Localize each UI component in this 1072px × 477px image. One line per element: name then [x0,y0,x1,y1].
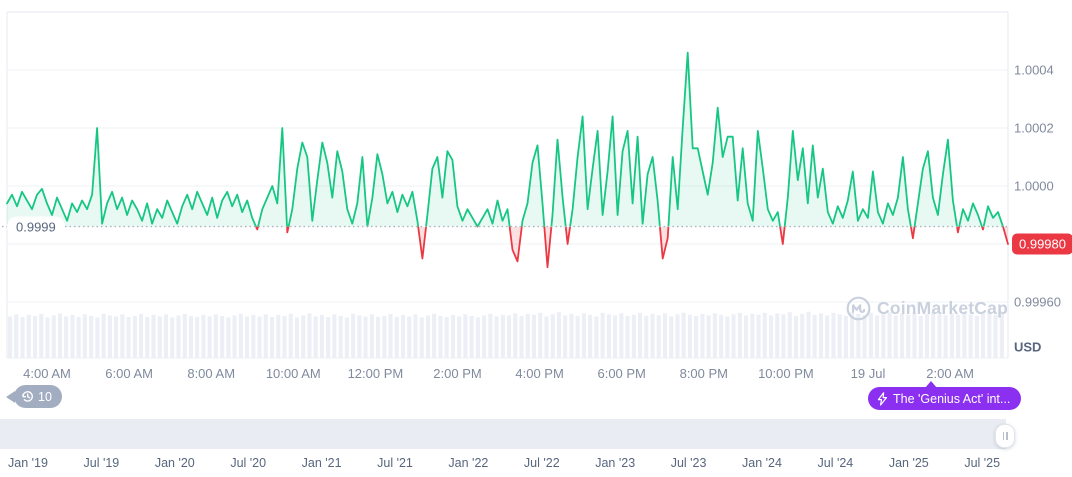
news-label: The 'Genius Act' int... [893,391,1011,406]
timeline-tick-label: Jul '23 [670,456,707,470]
timeline-tick-label: Jul '19 [83,456,120,470]
lightning-icon [877,391,888,406]
timeline-brush[interactable] [0,419,1006,449]
x-axis-tick-label: 19 Jul [850,366,886,381]
timeline-tick-label: Jul '21 [377,456,413,470]
brush-handle[interactable] [995,424,1015,448]
timeline-tick-label: Jul '20 [230,456,267,470]
x-axis-tick-label: 2:00 PM [433,366,482,381]
history-events-badge[interactable]: 10 [14,385,62,408]
x-axis-tick-label: 12:00 PM [347,366,404,381]
currency-label: USD [1014,339,1042,355]
x-axis-tick-label: 8:00 PM [679,366,729,381]
x-axis-tick-label: 10:00 AM [265,366,321,381]
timeline-tick-label: Jan '24 [742,456,782,470]
timeline-tick-label: Jul '24 [817,456,854,470]
coinmarketcap-logo-icon [846,296,871,321]
x-axis-tick-label: 2:00 AM [926,366,974,381]
price-line-up [6,51,1004,227]
history-icon [22,391,33,402]
timeline-tick-label: Jan '25 [888,456,929,470]
watermark-label: CoinMarketCap [877,298,1008,318]
x-axis-tick-label: 8:00 AM [187,366,236,381]
timeline-tick-label: Jan '22 [448,456,489,470]
timeline-tick-label: Jan '19 [8,456,48,470]
volume-bars [8,311,1004,358]
gridlines [7,69,1008,303]
timeline-tick-label: Jan '20 [154,456,195,470]
timeline-tick-label: Jan '23 [595,456,636,470]
x-axis-tick-label: 6:00 PM [597,366,646,381]
x-axis-tick-label: 4:00 AM [23,366,71,381]
current-price-badge: 0.99980 [1012,233,1072,255]
x-axis-tick-label: 4:00 PM [515,366,564,381]
timeline-tick-label: Jul '22 [523,456,560,470]
x-axis-tick-label: 6:00 AM [105,366,153,381]
price-line-down [255,226,1009,269]
x-axis-tick-label: 10:00 PM [758,366,814,381]
news-annotation-badge[interactable]: The 'Genius Act' int... [868,381,1022,410]
price-area-fill-down [256,226,1008,268]
price-area-fill-up [7,52,1008,227]
timeline-tick-label: Jul '25 [964,456,1001,470]
baseline-price-label: 0.9999 [8,217,64,237]
coinmarketcap-watermark: CoinMarketCap [846,296,1008,321]
history-count: 10 [38,389,52,404]
timeline-tick-label: Jan '21 [301,456,342,470]
